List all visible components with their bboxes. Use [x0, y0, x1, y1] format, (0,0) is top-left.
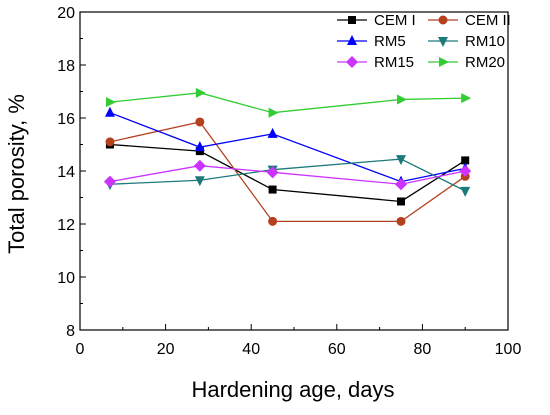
x-tick-label: 100	[495, 341, 522, 358]
legend-item-cem-i: CEM I	[337, 12, 416, 29]
x-tick-label: 20	[157, 341, 175, 358]
series-line-rm5	[109, 112, 466, 183]
data-point-cem-i	[268, 185, 277, 194]
series-rm20	[105, 87, 472, 118]
series-layer	[103, 87, 472, 226]
legend-label: RM10	[465, 33, 505, 50]
data-point-rm20	[195, 87, 206, 98]
legend-marker	[438, 37, 448, 47]
data-point-rm20	[397, 94, 407, 105]
y-tick-label: 12	[57, 217, 75, 234]
legend: CEM I CEM II RM5 RM10 RM15 RM20	[337, 12, 511, 71]
series-rm15	[103, 159, 472, 191]
y-tick-label: 16	[57, 111, 75, 128]
data-point-rm15	[266, 166, 279, 179]
y-tick-label: 14	[57, 164, 75, 181]
data-point-rm15	[103, 175, 116, 188]
y-tick-label: 18	[57, 58, 75, 75]
legend-marker	[438, 15, 448, 25]
legend-marker	[348, 16, 356, 24]
legend-label: CEM II	[465, 12, 511, 29]
data-point-cem-i	[397, 197, 405, 206]
legend-item-rm15: RM15	[337, 54, 414, 71]
legend-label: CEM I	[374, 12, 416, 29]
series-line-rm20	[109, 92, 466, 114]
x-axis-title: Hardening age, days	[191, 377, 394, 402]
data-point-cem-ii	[105, 137, 115, 147]
legend-item-rm5: RM5	[337, 33, 406, 50]
data-point-rm5	[104, 106, 115, 117]
x-tick-label: 0	[76, 341, 85, 358]
data-point-rm10	[396, 155, 406, 166]
data-point-cem-ii	[268, 216, 278, 226]
series-cem-ii	[105, 117, 470, 226]
series-line-rm10	[109, 158, 466, 192]
legend-marker	[439, 57, 449, 67]
y-tick-label: 10	[57, 270, 75, 287]
x-tick-label: 80	[414, 341, 432, 358]
legend-item-cem-ii: CEM II	[428, 12, 511, 29]
data-point-rm20	[268, 107, 279, 118]
x-tick-label: 40	[242, 341, 260, 358]
legend-marker	[347, 35, 357, 45]
legend-item-rm10: RM10	[428, 33, 505, 50]
data-point-cem-i	[461, 156, 470, 165]
data-point-rm5	[194, 141, 205, 152]
y-tick-label: 20	[57, 5, 75, 22]
legend-marker	[346, 56, 358, 68]
x-axis-ticks: 0 20 40 60 80 100	[76, 324, 522, 358]
legend-label: RM15	[374, 54, 414, 71]
data-point-rm10	[194, 176, 205, 187]
y-tick-label: 8	[66, 323, 75, 340]
y-axis-ticks: 8 10 12 14 16 18 20	[57, 5, 86, 340]
legend-label: RM20	[465, 54, 505, 71]
data-point-rm15	[459, 165, 472, 177]
data-point-rm15	[395, 178, 407, 191]
data-point-rm10	[460, 186, 471, 197]
data-point-cem-ii	[396, 216, 406, 226]
legend-label: RM5	[374, 33, 406, 50]
data-point-rm20	[461, 93, 472, 104]
y-axis-title: Total porosity, %	[4, 94, 29, 254]
legend-item-rm20: RM20	[428, 54, 505, 71]
data-point-rm15	[193, 159, 206, 172]
data-point-rm20	[105, 97, 116, 108]
series-line-cem-i	[109, 143, 466, 203]
data-point-rm5	[267, 127, 278, 138]
x-tick-label: 60	[328, 341, 346, 358]
data-point-cem-ii	[195, 117, 205, 127]
